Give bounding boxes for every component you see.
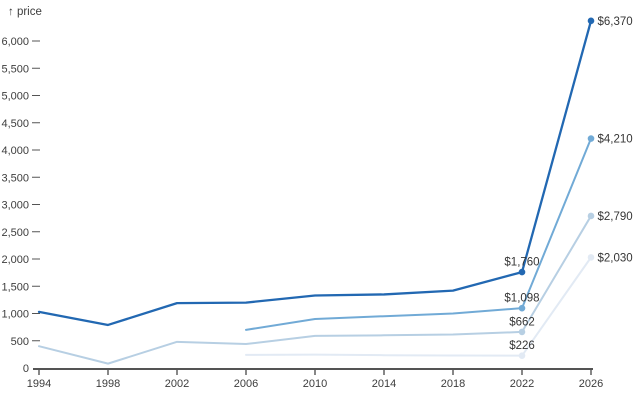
value-label: $226 xyxy=(509,340,535,352)
series-4-palest-blue-point-marker xyxy=(587,254,595,261)
series-4-palest-blue-line xyxy=(245,256,592,357)
x-axis: 1994 1998 2002 2006 2010 2014 2018 2022 2026 xyxy=(27,368,603,390)
value-label: $1,098 xyxy=(504,293,539,305)
y-tick-label: 5,500 xyxy=(1,63,29,75)
x-tick-label: 2006 xyxy=(234,378,258,390)
value-label: $4,210 xyxy=(598,134,633,146)
y-tick-label: 500 xyxy=(11,336,29,348)
y-tick-label: 1,500 xyxy=(1,281,29,293)
series-3-light-blue-point-marker xyxy=(587,212,595,220)
value-label: $662 xyxy=(509,316,535,328)
y-tick-label: 3,500 xyxy=(1,172,29,184)
x-tick-label: 2018 xyxy=(441,378,465,390)
series-1-dark-blue-point-marker xyxy=(518,268,526,276)
x-tick-label: 2010 xyxy=(303,378,327,390)
series-3-light-blue-line xyxy=(38,214,592,365)
y-tick-label: 2,000 xyxy=(1,254,29,266)
series-1-dark-blue-point-marker xyxy=(587,17,595,25)
x-tick-label: 1994 xyxy=(27,378,51,390)
y-tick-label: 2,500 xyxy=(1,227,29,239)
y-tick-label: 6,000 xyxy=(1,36,29,48)
value-labels: $226 $2,030 $662 $2,790 $1,098 $4,210 $1,760 $6… xyxy=(504,16,632,352)
x-tick-label: 2014 xyxy=(372,378,396,390)
y-axis-ticks: 0 500 1,000 1,500 2,000 2,500 3,000 3,500 4,000 4… xyxy=(1,36,40,375)
series-3-light-blue-point-marker xyxy=(518,328,526,336)
series-2-medium-blue-line xyxy=(245,137,592,331)
x-tick-label: 1998 xyxy=(96,378,120,390)
x-tick-label: 2002 xyxy=(165,378,189,390)
y-tick-label: 3,000 xyxy=(1,200,29,212)
series-2-medium-blue-point-marker xyxy=(587,135,595,142)
y-tick-label: 1,000 xyxy=(1,309,29,321)
y-tick-label: 0 xyxy=(23,363,29,375)
value-label: $6,370 xyxy=(598,16,633,28)
series-1-dark-blue-line xyxy=(37,19,593,327)
x-tick-label: 2022 xyxy=(510,378,534,390)
y-tick-label: 5,000 xyxy=(1,91,29,103)
value-label: $2,030 xyxy=(598,252,633,264)
y-tick-label: 4,000 xyxy=(1,145,29,157)
y-axis-title: ↑ price xyxy=(8,6,42,18)
x-tick-label: 2026 xyxy=(579,378,603,390)
value-label: $2,790 xyxy=(598,211,633,223)
series-4-palest-blue-point-marker xyxy=(518,352,526,359)
series-2-medium-blue-point-marker xyxy=(518,304,526,312)
value-label: $1,760 xyxy=(504,257,539,269)
y-tick-label: 4,500 xyxy=(1,118,29,130)
chart-series xyxy=(37,17,595,365)
